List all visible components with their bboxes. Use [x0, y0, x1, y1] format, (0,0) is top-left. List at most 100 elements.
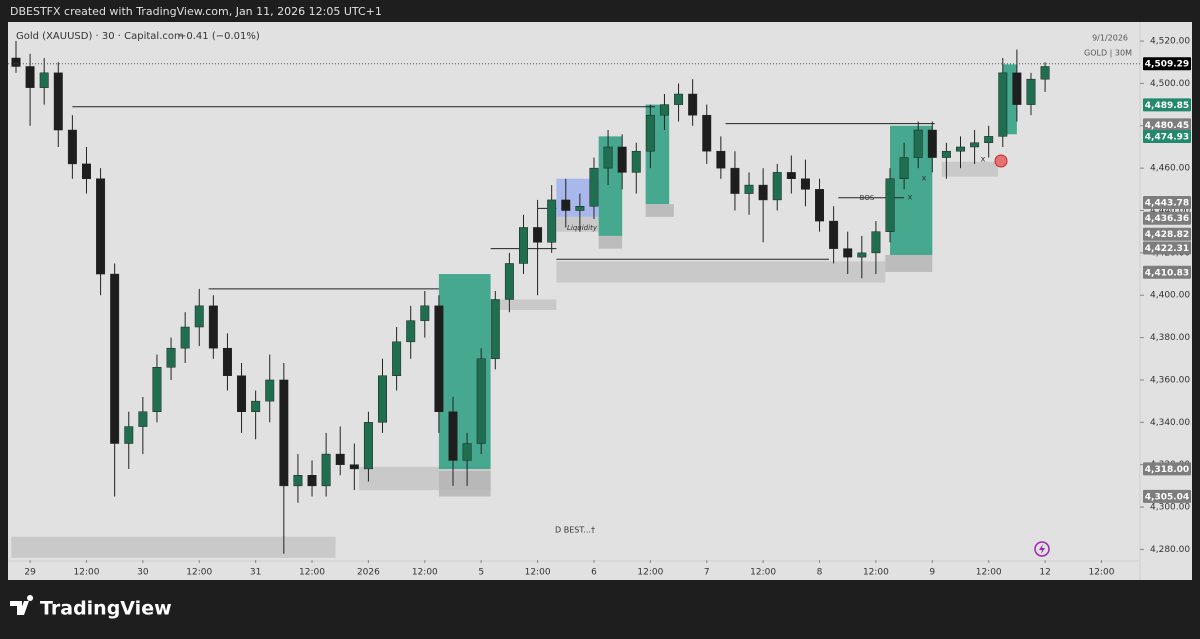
y-tick-label: 4,460.00 — [1150, 164, 1190, 174]
y-tick-label: 4,520.00 — [1150, 37, 1190, 47]
candle-body — [659, 104, 669, 116]
candle-body — [335, 453, 345, 465]
candle-body — [927, 129, 937, 158]
candle-body — [617, 146, 627, 173]
price-tag-label: 4,305.04 — [1145, 492, 1189, 502]
alert-icon[interactable] — [1034, 541, 1050, 557]
y-tick-label: 4,380.00 — [1150, 333, 1190, 343]
price-tag-label: 4,410.83 — [1145, 268, 1189, 278]
x-tick-label: 12:00 — [186, 568, 212, 578]
candle-body — [265, 379, 275, 402]
price-tag — [1143, 118, 1191, 132]
price-tag — [1143, 130, 1191, 144]
footer-logo — [10, 595, 34, 615]
candle-body — [645, 114, 655, 152]
candle-body — [1012, 72, 1022, 105]
candle-body — [321, 453, 331, 487]
candle-body — [448, 411, 458, 461]
x-tick-label: 9 — [929, 568, 935, 578]
candle-body — [124, 426, 134, 444]
candle-body — [1026, 78, 1036, 105]
zone — [11, 536, 336, 558]
candle-body — [476, 358, 486, 444]
marker-circle — [994, 154, 1008, 168]
price-tag-label: 4,474.93 — [1145, 133, 1189, 143]
y-tick-label: 4,300.00 — [1150, 503, 1190, 513]
price-tag — [1143, 265, 1191, 279]
zone — [495, 299, 557, 311]
candle-body — [913, 129, 923, 158]
candle-body — [843, 248, 853, 258]
annotation: D BEST...† — [555, 526, 595, 535]
candle-body — [716, 150, 726, 169]
y-tick-label: 4,280.00 — [1150, 545, 1190, 555]
y-tick-label: 4,500.00 — [1150, 79, 1190, 89]
candle-body — [941, 150, 951, 158]
x-tick-label: 31 — [250, 568, 261, 578]
price-tag-label: 4,318.00 — [1145, 465, 1189, 475]
price-tag-label: 4,480.45 — [1145, 121, 1189, 131]
x-tick-label: 12:00 — [750, 568, 776, 578]
candle-body — [307, 475, 317, 487]
candle-body — [222, 347, 232, 376]
candle-body — [631, 150, 641, 173]
candle-body — [674, 93, 684, 105]
candle-body — [420, 305, 430, 321]
price-tag — [1143, 462, 1191, 476]
price-tag-label: 4,509.29 — [1145, 60, 1189, 70]
candle-body — [96, 178, 106, 275]
price-tag — [1143, 227, 1191, 241]
price-change: −0.41 (−0.01%) — [178, 31, 260, 42]
annotation: BOS — [860, 194, 875, 202]
price-tag — [1143, 489, 1191, 503]
x-tick-label: 30 — [137, 568, 149, 578]
zone — [890, 125, 933, 255]
candle-body — [533, 227, 543, 243]
price-tag — [1143, 98, 1191, 112]
candle-body — [603, 146, 613, 169]
zone — [941, 161, 999, 177]
zone — [438, 471, 491, 497]
candle-body — [547, 199, 557, 243]
candle-body — [67, 129, 77, 165]
x-tick-label: 12:00 — [299, 568, 325, 578]
x-tick-label: 29 — [24, 568, 36, 578]
annotation: x — [981, 155, 986, 164]
x-tick-label: 12:00 — [976, 568, 1002, 578]
y-tick-label: 4,440.00 — [1150, 206, 1190, 216]
chart-area — [8, 22, 1192, 580]
price-tag — [1143, 211, 1191, 225]
candle-body — [730, 167, 740, 194]
price-tag — [1143, 241, 1191, 255]
price-tag-label: 4,428.82 — [1145, 230, 1189, 240]
candle-body — [702, 114, 712, 152]
x-tick-label: 12 — [1039, 568, 1050, 578]
candle-body — [984, 136, 994, 143]
x-tick-label: 12:00 — [412, 568, 438, 578]
date-label: 9/1/2026 — [1092, 34, 1128, 43]
header-text: DBESTFX created with TradingView.com, Ja… — [10, 5, 382, 18]
candle-body — [39, 72, 49, 88]
annotation: x — [922, 174, 927, 183]
candle-body — [772, 172, 782, 201]
candle-body — [349, 464, 359, 470]
y-tick-label: 4,360.00 — [1150, 375, 1190, 385]
candle-body — [871, 231, 881, 254]
price-tag — [1143, 196, 1191, 210]
candle-body — [758, 184, 768, 201]
x-tick-label: 7 — [704, 568, 710, 578]
plot: Liquidity BOS D BEST...† x x x — [8, 41, 1140, 558]
x-tick-label: 12:00 — [637, 568, 663, 578]
candle-body — [251, 400, 261, 412]
candle-body — [279, 379, 289, 487]
candle-body — [110, 273, 120, 444]
annotation: Liquidity — [567, 224, 598, 232]
y-tick-label: 4,400.00 — [1150, 291, 1190, 301]
price-tag-label: 4,436.36 — [1145, 214, 1189, 224]
candle-body — [956, 146, 965, 152]
candle-body — [589, 167, 599, 207]
price-tag-label: 4,489.85 — [1145, 101, 1189, 111]
candle-body — [857, 252, 867, 258]
candle-body — [194, 305, 204, 328]
